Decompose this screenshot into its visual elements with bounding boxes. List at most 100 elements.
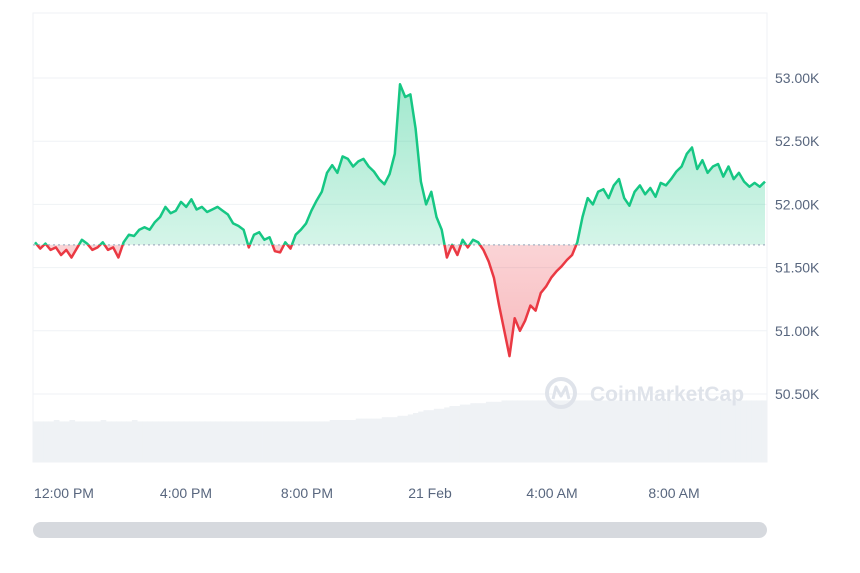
- volume-bar: [334, 420, 341, 462]
- volume-bar: [506, 400, 513, 462]
- x-tick-label: 12:00 PM: [34, 485, 94, 501]
- volume-bar: [137, 421, 143, 462]
- volume-bar: [610, 400, 617, 462]
- volume-bar: [595, 400, 601, 462]
- volume-bar: [600, 400, 607, 462]
- volume-bar: [714, 400, 721, 462]
- volume-bar: [95, 421, 102, 462]
- volume-bar: [647, 400, 653, 462]
- volume-bar: [350, 420, 357, 462]
- y-tick-label: 53.00K: [775, 70, 820, 86]
- volume-bar: [293, 421, 299, 462]
- volume-bar: [402, 415, 409, 462]
- volume-bar: [314, 421, 320, 462]
- volume-bar: [740, 400, 747, 462]
- volume-bar: [678, 400, 685, 462]
- volume-bar: [475, 403, 482, 462]
- volume-bar: [355, 418, 362, 462]
- volume-bar: [662, 400, 669, 462]
- volume-bar: [569, 400, 575, 462]
- volume-bar: [53, 420, 60, 462]
- area-above-baseline: [35, 84, 765, 245]
- y-axis: 53.00K 52.50K 52.00K 51.50K 51.00K 50.50K: [775, 70, 820, 402]
- volume-bar: [454, 406, 461, 462]
- volume-bar: [48, 421, 55, 462]
- volume-bar: [480, 403, 487, 462]
- volume-bar: [423, 410, 430, 462]
- volume-bar: [688, 400, 695, 462]
- volume-bar: [79, 421, 86, 462]
- volume-bar: [636, 400, 643, 462]
- volume-bar: [33, 421, 39, 462]
- volume-bar: [288, 421, 294, 462]
- coinmarketcap-logo-icon: [545, 377, 577, 409]
- volume-bar: [735, 400, 742, 462]
- volume-bar: [704, 400, 711, 462]
- volume-bar: [579, 400, 586, 462]
- volume-bar: [194, 421, 200, 462]
- volume-bar: [459, 404, 466, 462]
- volume-bar: [563, 400, 570, 462]
- volume-bar: [282, 421, 289, 462]
- volume-bar: [142, 421, 148, 462]
- volume-bar: [376, 418, 383, 462]
- volume-bar: [631, 400, 638, 462]
- volume-bar: [256, 421, 263, 462]
- volume-bar: [319, 421, 325, 462]
- volume-bar: [111, 421, 117, 462]
- volume-bar: [590, 400, 596, 462]
- volume-bar: [329, 420, 336, 462]
- volume-bar: [381, 417, 388, 462]
- volume-bar: [673, 400, 679, 462]
- volume-bar: [709, 400, 716, 462]
- volume-bar: [418, 411, 424, 462]
- x-tick-label: 4:00 AM: [526, 485, 577, 501]
- volume-bar: [69, 420, 76, 462]
- volume-bar: [366, 418, 372, 462]
- volume-bar: [230, 421, 237, 462]
- volume-bar: [433, 408, 440, 462]
- volume-bar: [209, 421, 216, 462]
- volume-bar: [168, 421, 174, 462]
- x-tick-label: 8:00 PM: [281, 485, 333, 501]
- volume-bar: [386, 417, 393, 462]
- volume-bar: [262, 421, 268, 462]
- volume-bar: [699, 400, 705, 462]
- volume-bar: [147, 421, 154, 462]
- volume-bar: [121, 421, 128, 462]
- x-tick-label: 4:00 PM: [160, 485, 212, 501]
- volume-bar: [246, 421, 253, 462]
- volume-bar: [324, 421, 331, 462]
- volume-bar: [38, 421, 44, 462]
- volume-bar: [642, 400, 648, 462]
- volume-bar: [428, 410, 435, 462]
- volume-bar: [522, 400, 528, 462]
- volume-bar: [537, 400, 544, 462]
- volume-bar: [574, 400, 580, 462]
- volume-bar: [157, 421, 164, 462]
- volume-bar: [413, 413, 419, 462]
- volume-bar: [85, 421, 91, 462]
- volume-bar: [100, 420, 107, 462]
- volume-bar: [173, 421, 180, 462]
- chart-range-scrollbar[interactable]: [33, 522, 767, 538]
- volume-bar: [449, 406, 456, 462]
- volume-bar: [756, 400, 763, 462]
- volume-bar: [761, 400, 768, 462]
- volume-bar: [501, 400, 508, 462]
- volume-bar: [308, 421, 315, 462]
- volume-bar: [152, 421, 159, 462]
- volume-bar: [470, 403, 476, 462]
- volume-bar: [189, 421, 195, 462]
- volume-bar: [178, 421, 185, 462]
- volume-bar: [236, 421, 242, 462]
- volume-bar: [345, 420, 351, 462]
- volume-bar: [694, 400, 700, 462]
- volume-bar: [360, 418, 367, 462]
- volume-bar: [730, 400, 737, 462]
- volume-bar: [183, 421, 190, 462]
- volume-bar: [725, 400, 731, 462]
- volume-bar: [131, 420, 138, 462]
- volume-bar: [204, 421, 211, 462]
